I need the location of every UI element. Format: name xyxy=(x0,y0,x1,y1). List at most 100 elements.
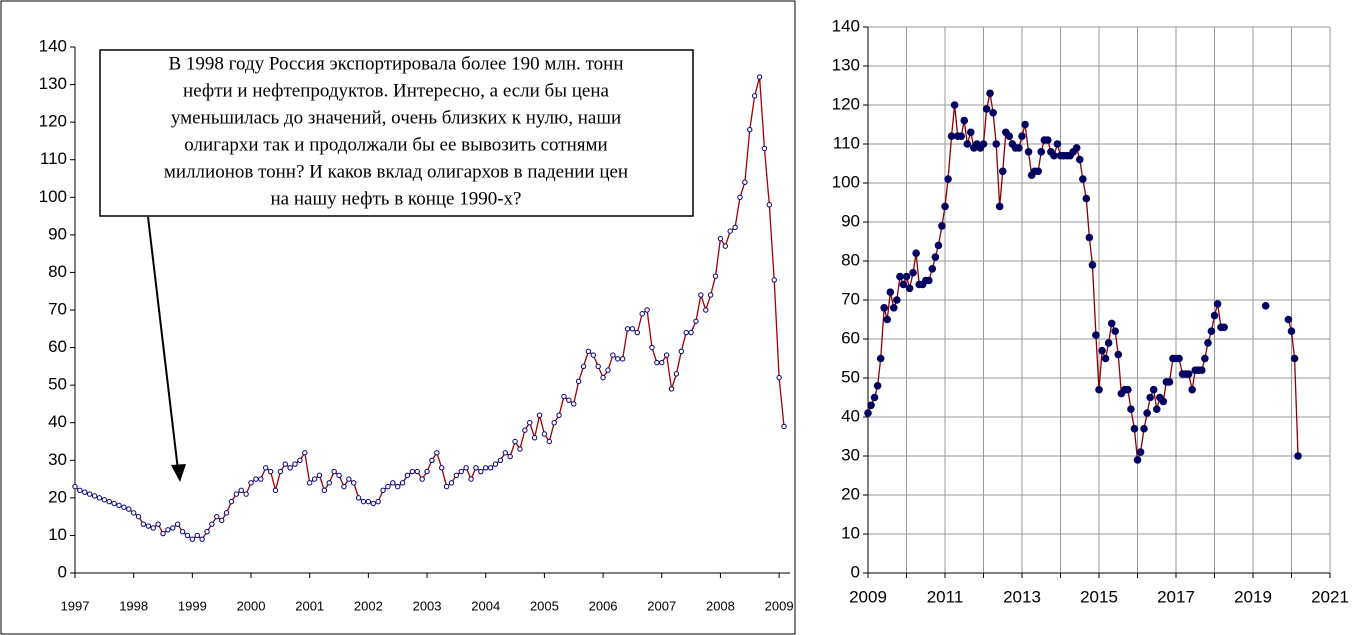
data-point xyxy=(351,480,357,486)
data-point xyxy=(1284,315,1293,324)
data-point xyxy=(896,272,904,281)
data-point xyxy=(292,461,298,467)
y-tick-label: 100 xyxy=(832,172,860,191)
data-point xyxy=(590,352,597,358)
data-point xyxy=(1133,456,1142,464)
data-point xyxy=(1053,140,1062,148)
data-point xyxy=(883,315,892,324)
data-point xyxy=(174,521,181,527)
data-point xyxy=(1124,385,1132,394)
data-point xyxy=(876,354,885,363)
data-point xyxy=(448,480,455,486)
data-point xyxy=(1101,354,1110,363)
data-point xyxy=(502,450,508,456)
data-point xyxy=(732,224,738,231)
y-tick-label: 0 xyxy=(58,562,67,581)
data-point xyxy=(1207,327,1216,336)
data-point xyxy=(155,521,161,527)
data-point xyxy=(717,235,724,242)
data-point xyxy=(751,93,758,99)
data-point xyxy=(443,483,450,490)
data-point xyxy=(668,386,675,392)
x-tick-label: 2015 xyxy=(1080,587,1118,606)
data-point xyxy=(380,487,386,494)
x-tick-label: 2002 xyxy=(354,598,383,613)
y-tick-label: 90 xyxy=(841,211,860,230)
data-point xyxy=(287,465,293,471)
chart-left: 0 10 20 30 40 50 60 70 80 90 100 110 120 130 140 1997 19… xyxy=(39,36,794,613)
data-point xyxy=(1037,148,1046,156)
y-tick-label: 30 xyxy=(841,445,860,464)
data-point xyxy=(957,132,965,140)
data-point xyxy=(478,468,484,475)
data-point xyxy=(277,468,284,475)
data-point xyxy=(1024,148,1033,156)
data-point xyxy=(886,288,895,297)
data-point xyxy=(1127,405,1135,414)
data-point xyxy=(925,276,933,285)
y-tick-label: 70 xyxy=(841,289,860,308)
data-point xyxy=(629,326,636,332)
data-point xyxy=(77,487,83,494)
data-point xyxy=(1197,366,1206,375)
data-point xyxy=(258,476,264,482)
x-tick-label: 2003 xyxy=(413,598,442,613)
data-point xyxy=(966,128,975,137)
data-point xyxy=(561,393,567,400)
data-point xyxy=(463,465,469,471)
data-point xyxy=(776,374,782,381)
data-point xyxy=(947,132,956,140)
data-point xyxy=(1152,405,1161,414)
data-point xyxy=(82,489,88,495)
data-point xyxy=(941,202,949,211)
x-tick-label: 2006 xyxy=(589,598,618,613)
data-point xyxy=(497,457,504,463)
data-point xyxy=(1287,327,1296,336)
y-tick-label: 120 xyxy=(832,94,860,113)
data-point xyxy=(615,356,621,362)
data-point xyxy=(934,241,943,250)
annotation-box xyxy=(99,49,694,217)
data-point xyxy=(1111,327,1119,336)
data-point xyxy=(1072,144,1081,152)
data-point xyxy=(1220,323,1228,332)
y-tick-label: 80 xyxy=(841,250,860,269)
data-point xyxy=(409,468,416,475)
data-point xyxy=(375,498,381,505)
data-point xyxy=(91,493,98,499)
data-point xyxy=(688,329,694,336)
data-point xyxy=(1107,319,1116,328)
data-point xyxy=(678,348,685,355)
annotation-text: В 1998 году Россия экспортировала более … xyxy=(169,53,624,74)
data-point xyxy=(659,359,665,366)
data-point xyxy=(992,140,1001,148)
data-point xyxy=(1021,120,1029,129)
data-point xyxy=(960,116,969,125)
data-point xyxy=(566,397,572,403)
y-tick-label: 20 xyxy=(48,487,67,506)
data-point xyxy=(1261,302,1270,310)
x-tick-label: 2013 xyxy=(1003,587,1041,606)
x-tick-label: 2007 xyxy=(647,598,676,613)
data-point xyxy=(111,500,117,507)
data-point xyxy=(429,457,435,463)
data-point xyxy=(1005,132,1014,140)
data-point xyxy=(101,497,108,503)
data-point xyxy=(395,483,401,490)
x-tick-label: 2009 xyxy=(765,598,794,613)
data-point xyxy=(673,371,680,377)
data-point xyxy=(551,420,557,426)
data-point xyxy=(1015,144,1023,152)
data-point xyxy=(522,427,528,433)
data-point xyxy=(683,329,689,336)
data-point xyxy=(370,500,376,507)
data-point xyxy=(644,307,650,313)
data-point xyxy=(634,329,641,336)
data-point xyxy=(267,468,274,475)
data-point xyxy=(96,495,103,501)
data-point xyxy=(931,253,940,261)
y-tick-label: 40 xyxy=(48,412,67,431)
data-point xyxy=(639,311,645,317)
data-point xyxy=(1159,397,1168,406)
annotation-text: миллионов тонн? И каков вклад олигархов … xyxy=(164,161,628,182)
